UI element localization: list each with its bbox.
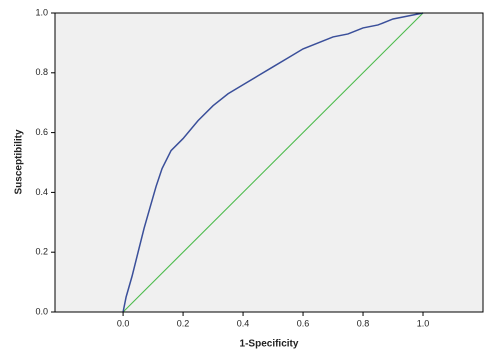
x-tick-label: 0.8 bbox=[357, 318, 370, 328]
x-tick-label: 0.4 bbox=[237, 318, 250, 328]
y-tick-label: 0.0 bbox=[35, 306, 48, 316]
y-tick-label: 0.2 bbox=[35, 247, 48, 257]
x-tick-label: 0.6 bbox=[297, 318, 310, 328]
x-tick-label: 0.2 bbox=[177, 318, 190, 328]
y-tick-label: 0.8 bbox=[35, 67, 48, 77]
plot-area bbox=[55, 13, 483, 312]
y-tick-label: 0.4 bbox=[35, 187, 48, 197]
x-axis-title: 1-Specificity bbox=[240, 339, 299, 350]
y-tick-label: 1.0 bbox=[35, 7, 48, 17]
line-series bbox=[122, 12, 424, 313]
line-series bbox=[122, 12, 424, 313]
x-tick-label: 1.0 bbox=[417, 318, 430, 328]
plot-border bbox=[54, 12, 484, 313]
y-axis-title: Susceptibility bbox=[14, 129, 25, 194]
y-tick-label: 0.6 bbox=[35, 127, 48, 137]
x-tick-label: 0.0 bbox=[117, 318, 130, 328]
